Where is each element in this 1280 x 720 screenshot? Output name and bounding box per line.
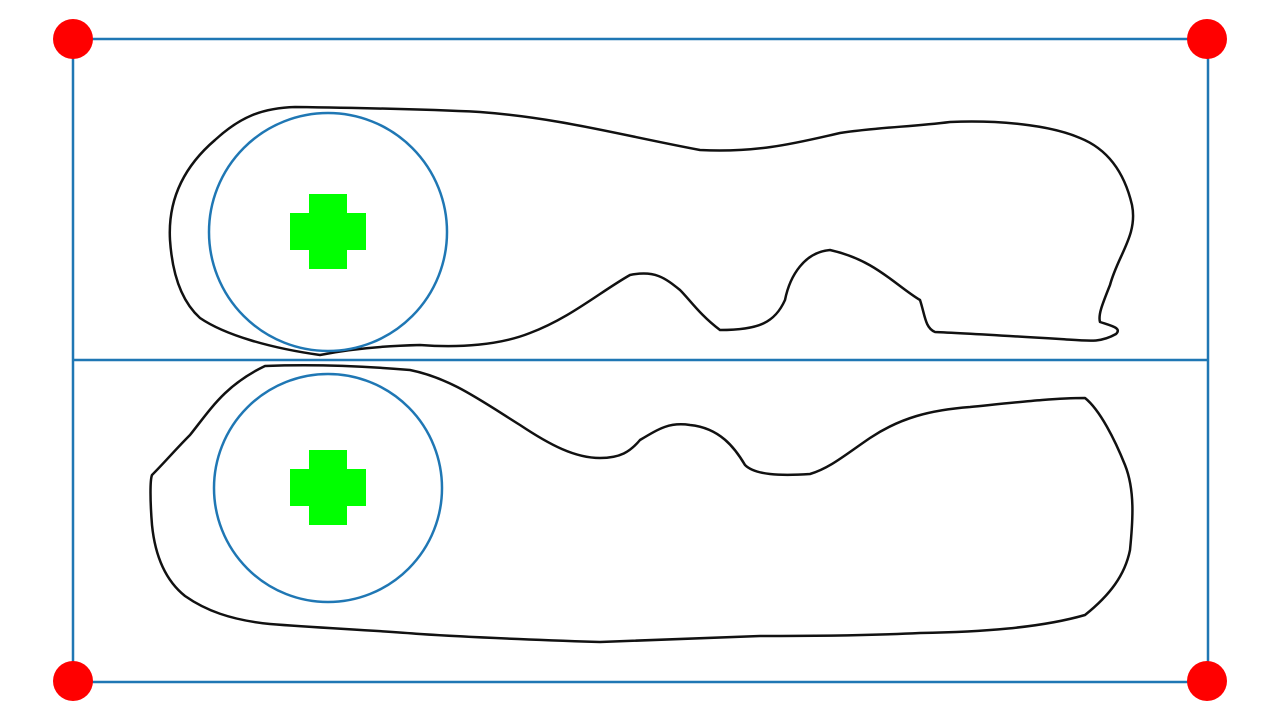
corner-marker-bottom-right	[1187, 661, 1227, 701]
corner-marker-top-left	[53, 19, 93, 59]
corner-marker-bottom-left	[53, 661, 93, 701]
upper-center-marker	[290, 194, 366, 269]
corner-marker-top-right	[1187, 19, 1227, 59]
lower-center-marker	[290, 450, 366, 525]
